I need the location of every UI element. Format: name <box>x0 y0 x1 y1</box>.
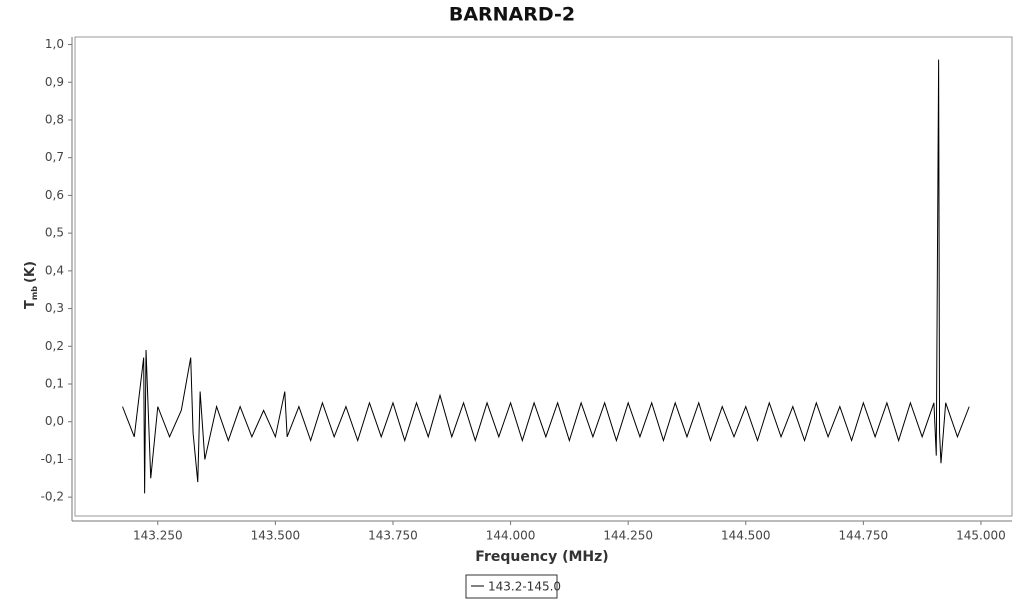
y-tick-label: 0,4 <box>45 263 64 277</box>
spectrum-line <box>122 59 970 494</box>
legend-box <box>465 574 558 599</box>
x-tick-label: 143.750 <box>368 529 418 543</box>
y-tick-label: -0,2 <box>41 490 64 504</box>
y-tick-label: 0,7 <box>45 150 64 164</box>
x-tick-label: 144.750 <box>839 529 889 543</box>
y-tick-label: 0,2 <box>45 339 64 353</box>
plot-frame <box>74 36 1013 517</box>
x-tick-label: 144.500 <box>721 529 771 543</box>
x-tick-label: 143.500 <box>251 529 301 543</box>
x-tick-label: 145.000 <box>956 529 1006 543</box>
y-tick-label: 0,5 <box>45 226 64 240</box>
y-axis-label: Tmb (K) <box>23 261 39 309</box>
y-tick-label: 0,1 <box>45 376 64 390</box>
y-tick-label: -0,1 <box>41 452 64 466</box>
x-tick-label: 144.000 <box>486 529 536 543</box>
x-axis-label: Frequency (MHz) <box>475 549 608 565</box>
legend: 143.2-145.0 <box>465 574 561 599</box>
y-tick-label: 0,9 <box>45 75 64 89</box>
y-label-main: T <box>23 300 38 309</box>
y-tick-label: 0,6 <box>45 188 64 202</box>
y-tick-label: 0,0 <box>45 414 64 428</box>
x-tick-label: 143.250 <box>133 529 183 543</box>
x-tick-label: 144.250 <box>603 529 653 543</box>
y-tick-label: 0,3 <box>45 301 64 315</box>
y-label-sub: mb <box>30 286 39 300</box>
y-tick-label: 1,0 <box>45 37 64 51</box>
legend-label: 143.2-145.0 <box>488 580 561 594</box>
y-tick-label: 0,8 <box>45 112 64 126</box>
y-label-unit: (K) <box>23 261 38 283</box>
chart-title: BARNARD-2 <box>449 4 575 26</box>
